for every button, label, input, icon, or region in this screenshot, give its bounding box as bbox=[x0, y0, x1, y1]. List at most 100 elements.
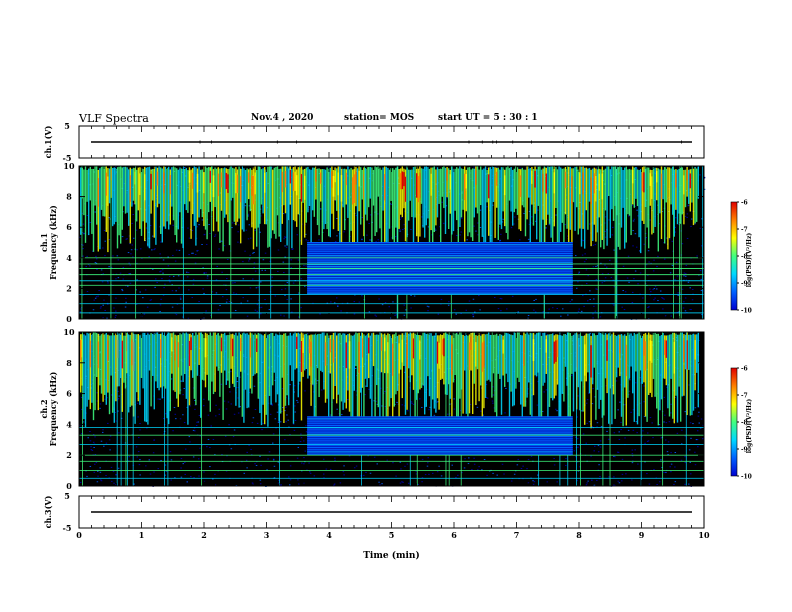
sferic-column bbox=[571, 335, 573, 374]
sferic-column bbox=[528, 166, 530, 198]
noise-speck bbox=[290, 195, 292, 197]
noise-speck bbox=[562, 369, 564, 371]
sferic-column bbox=[128, 169, 130, 226]
noise-speck bbox=[280, 484, 282, 486]
noise-speck bbox=[283, 272, 285, 274]
noise-speck bbox=[604, 216, 607, 218]
sferic-column bbox=[513, 168, 515, 213]
sferic-column bbox=[318, 333, 320, 398]
sferic-column bbox=[438, 168, 440, 204]
noise-speck bbox=[400, 217, 403, 219]
sferic-column bbox=[348, 169, 351, 252]
noise-speck bbox=[342, 471, 345, 473]
noise-speck bbox=[460, 313, 462, 315]
noise-speck bbox=[381, 405, 383, 407]
noise-speck bbox=[254, 408, 257, 410]
noise-speck bbox=[278, 479, 280, 481]
sferic-column bbox=[600, 169, 602, 248]
noise-speck bbox=[298, 483, 300, 485]
noise-speck bbox=[101, 431, 104, 433]
noise-speck bbox=[545, 389, 548, 391]
x-tick-label: 8 bbox=[576, 530, 582, 540]
noise-speck bbox=[670, 452, 672, 454]
noise-speck bbox=[249, 287, 252, 289]
sferic-core bbox=[249, 337, 251, 358]
sferic-column bbox=[137, 333, 139, 402]
sferic-column bbox=[142, 332, 144, 389]
noise-speck bbox=[82, 255, 84, 257]
sferic-core bbox=[553, 172, 555, 194]
noise-speck bbox=[272, 459, 275, 461]
noise-speck bbox=[259, 483, 262, 485]
noise-speck bbox=[153, 439, 155, 441]
noise-speck bbox=[277, 421, 280, 423]
noise-speck bbox=[156, 281, 158, 283]
sferic-column bbox=[388, 334, 391, 407]
noise-speck bbox=[117, 390, 119, 392]
sferic-column bbox=[425, 333, 427, 407]
noise-speck bbox=[653, 288, 656, 290]
noise-speck bbox=[101, 281, 104, 283]
noise-speck bbox=[135, 229, 138, 231]
sferic-column bbox=[486, 333, 488, 381]
sferic-column bbox=[580, 335, 583, 382]
noise-speck bbox=[680, 443, 683, 445]
sferic-column bbox=[83, 169, 85, 216]
noise-speck bbox=[305, 425, 307, 427]
sferic-column bbox=[393, 169, 395, 252]
noise-speck bbox=[632, 245, 634, 247]
noise-speck bbox=[334, 241, 337, 243]
sferic-column bbox=[689, 334, 691, 416]
sferic-column bbox=[619, 334, 621, 377]
noise-speck bbox=[369, 472, 372, 474]
noise-speck bbox=[645, 264, 648, 266]
sferic-column bbox=[681, 332, 683, 397]
noise-speck bbox=[90, 384, 92, 386]
sferic-column bbox=[660, 334, 663, 400]
sferic-column bbox=[627, 332, 629, 398]
noise-speck bbox=[303, 457, 305, 459]
noise-speck bbox=[96, 470, 99, 472]
noise-speck bbox=[599, 440, 602, 442]
noise-speck bbox=[492, 394, 495, 396]
noise-speck bbox=[174, 477, 176, 479]
y-tick-label: 5 bbox=[64, 121, 70, 131]
sferic-column bbox=[187, 169, 189, 213]
noise-speck bbox=[215, 484, 217, 486]
sferic-column bbox=[545, 335, 547, 374]
noise-speck bbox=[218, 413, 221, 415]
sferic-column bbox=[203, 166, 205, 227]
sferic-column bbox=[556, 334, 559, 385]
noise-speck bbox=[201, 243, 203, 245]
noise-speck bbox=[186, 276, 189, 278]
noise-speck bbox=[668, 421, 671, 423]
sferic-column bbox=[667, 335, 669, 409]
noise-speck bbox=[440, 475, 443, 477]
noise-speck bbox=[680, 459, 683, 461]
noise-speck bbox=[184, 473, 186, 475]
noise-speck bbox=[618, 336, 620, 338]
sferic-column bbox=[691, 334, 693, 416]
noise-speck bbox=[437, 401, 439, 403]
sferic-core bbox=[368, 337, 370, 354]
sferic-column bbox=[92, 168, 95, 252]
noise-speck bbox=[670, 412, 672, 414]
noise-speck bbox=[89, 440, 92, 442]
noise-speck bbox=[442, 222, 445, 224]
sferic-column bbox=[139, 335, 141, 405]
sferic-column bbox=[412, 167, 415, 252]
y-tick-label: 0 bbox=[66, 314, 72, 324]
noise-speck bbox=[506, 203, 508, 205]
noise-speck bbox=[194, 404, 196, 406]
sferic-column bbox=[630, 333, 632, 367]
noise-speck bbox=[407, 376, 410, 378]
noise-speck bbox=[115, 314, 117, 316]
noise-speck bbox=[114, 316, 117, 318]
noise-speck bbox=[178, 287, 180, 289]
sferic-column bbox=[457, 334, 459, 417]
sferic-column bbox=[243, 168, 245, 232]
sferic-column bbox=[94, 166, 96, 206]
noise-speck bbox=[646, 473, 648, 475]
sferic-column bbox=[278, 168, 280, 237]
sferic-column bbox=[292, 167, 295, 221]
